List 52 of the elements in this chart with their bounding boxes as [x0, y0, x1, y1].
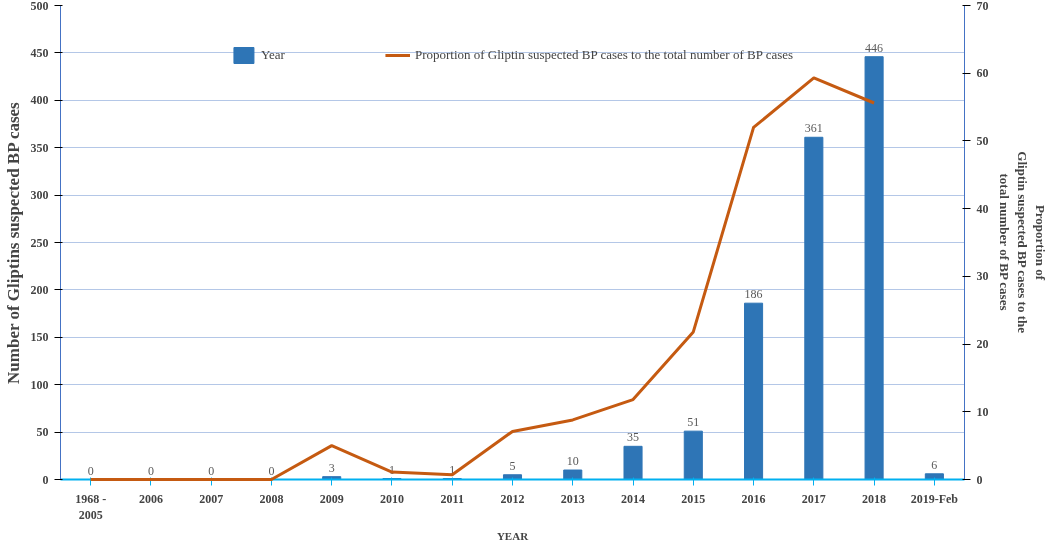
y-tick-label: 50 — [36, 425, 49, 440]
x-tick-label: 2018 — [862, 491, 887, 506]
x-tick-label: 2016 — [741, 491, 766, 506]
data-label: 10 — [566, 454, 579, 469]
data-label: 5 — [509, 458, 516, 473]
y-tick-label: 250 — [30, 235, 49, 250]
x-tick-label: 2012 — [500, 491, 525, 506]
y-tick-label: 0 — [42, 472, 49, 487]
x-tick-label: 2015 — [681, 491, 706, 506]
x-axis-title: YEAR — [496, 530, 530, 543]
y-tick-label: 400 — [30, 93, 49, 108]
y-tick-label: 150 — [30, 330, 49, 345]
legend-label: Year — [260, 47, 285, 63]
y-axis-title: Number of Gliptins suspected BP cases — [3, 101, 23, 384]
x-tick-label: 2008 — [259, 491, 284, 506]
x-tick-label: 2006 — [138, 491, 163, 506]
y-tick-label: 350 — [30, 140, 49, 155]
x-tick-label: 2007 — [199, 491, 224, 506]
data-label: 35 — [627, 430, 640, 445]
y2-tick-label: 50 — [976, 133, 989, 148]
y-tick-label: 450 — [30, 45, 49, 60]
y2-tick-label: 10 — [976, 404, 989, 419]
x-tick-label: 2013 — [560, 491, 585, 506]
y2-tick-label: 0 — [976, 472, 983, 487]
data-label: 0 — [87, 463, 94, 478]
legend-label: Proportion of Gliptin suspected BP cases to the total number of BP cases — [414, 47, 794, 63]
data-label: 51 — [687, 415, 700, 430]
x-tick-label: 2010 — [379, 491, 404, 506]
data-label: 6 — [931, 457, 938, 472]
x-tick-label: 2011 — [440, 491, 464, 506]
y2-tick-label: 30 — [976, 269, 989, 284]
x-tick-label: 2009 — [319, 491, 344, 506]
y-tick-label: 500 — [30, 0, 49, 13]
data-label: 186 — [744, 287, 763, 302]
y-tick-label: 100 — [30, 377, 49, 392]
x-tick-label: 2014 — [621, 491, 646, 506]
y2-tick-label: 70 — [976, 0, 989, 13]
data-label: 0 — [268, 463, 275, 478]
x-tick-label: 2019-Feb — [910, 491, 959, 506]
y2-tick-label: 40 — [976, 201, 989, 216]
data-label: 3 — [328, 460, 335, 475]
data-label: 0 — [147, 463, 154, 478]
y-tick-label: 200 — [30, 282, 49, 297]
data-label: 0 — [208, 463, 215, 478]
y2-tick-label: 20 — [976, 337, 989, 352]
x-tick-label: 1968 - 2005 — [75, 491, 107, 523]
y2-tick-label: 60 — [976, 66, 989, 81]
x-tick-label: 2017 — [801, 491, 826, 506]
data-label: 361 — [804, 121, 823, 136]
data-label: 446 — [865, 40, 884, 55]
y-tick-label: 300 — [30, 188, 49, 203]
y2-axis-title: Proportion of Gliptin suspected BP cases to the total number of BP cases — [996, 151, 1048, 334]
